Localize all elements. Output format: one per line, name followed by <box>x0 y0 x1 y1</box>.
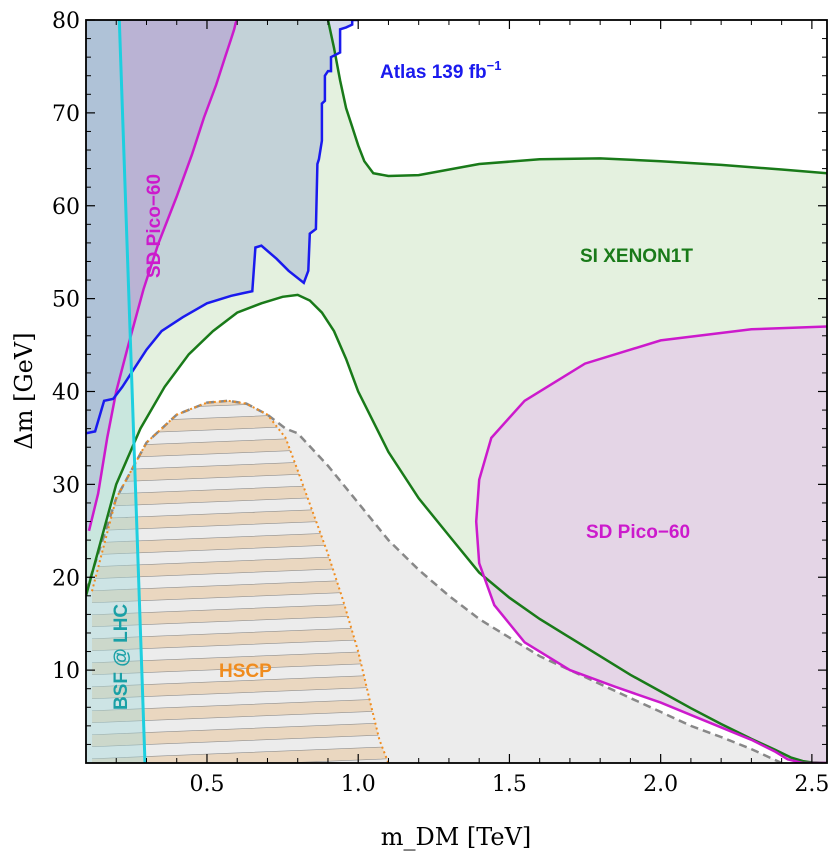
hscp-stripe <box>92 632 389 676</box>
pico60-left-label: SD Pico−60 <box>144 174 165 278</box>
hscp-stripe <box>92 680 389 724</box>
hscp-stripe <box>92 584 389 628</box>
xenon1t-label: SI XENON1T <box>580 246 693 267</box>
hscp-label: HSCP <box>219 661 272 682</box>
hscp-stripe <box>92 728 389 763</box>
x-tick-label: 1.5 <box>492 772 527 797</box>
y-tick-label: 30 <box>52 473 80 498</box>
y-tick-label: 20 <box>52 566 80 591</box>
hscp-stripe <box>92 400 389 436</box>
atlas-boundary-line <box>86 20 359 435</box>
y-tick-label: 50 <box>52 288 80 313</box>
axis-ticks: 0.5 1.0 1.5 2.0 2.5 10 20 30 40 50 60 70 80 <box>52 9 829 797</box>
pico60-left-line <box>87 20 239 532</box>
x-tick-label: 2.0 <box>643 772 678 797</box>
hscp-stripe <box>92 704 389 748</box>
bsf-lhc-label: BSF @ LHC <box>111 604 132 710</box>
hscp-stripe <box>92 488 389 532</box>
atlas-excluded-region <box>86 20 359 434</box>
hscp-boundary-line <box>91 399 390 763</box>
xenon1t-upper-line <box>326 20 827 178</box>
xenon1t-lower-line <box>86 293 827 763</box>
hscp-stripe <box>92 464 389 508</box>
hscp-stripe <box>92 608 389 652</box>
x-tick-label: 2.5 <box>794 772 829 797</box>
y-axis-label: Δm [GeV] <box>10 332 38 449</box>
hscp-stripe <box>92 536 389 580</box>
hscp-stripe <box>92 560 389 604</box>
y-tick-label: 60 <box>52 195 80 220</box>
x-axis-label: m_DM [TeV] <box>381 823 532 851</box>
hscp-stripe <box>92 440 389 484</box>
hscp-stripe <box>92 416 389 460</box>
bsf-lhc-line <box>117 20 147 763</box>
y-tick-label: 10 <box>52 659 80 684</box>
y-tick-label: 40 <box>52 381 80 406</box>
hscp-stripe <box>92 512 389 556</box>
atlas-label: Atlas 139 fb−1 <box>380 58 501 83</box>
pico60-right-label: SD Pico−60 <box>586 522 690 543</box>
hscp-stripe <box>92 656 389 700</box>
y-tick-label: 80 <box>52 9 80 34</box>
hscp-excluded-region <box>92 400 389 763</box>
x-tick-label: 1.0 <box>341 772 376 797</box>
pico60-right-excluded-region <box>476 326 827 763</box>
y-tick-label: 70 <box>52 102 80 127</box>
x-tick-label: 0.5 <box>189 772 224 797</box>
pico60-right-line <box>474 325 827 763</box>
